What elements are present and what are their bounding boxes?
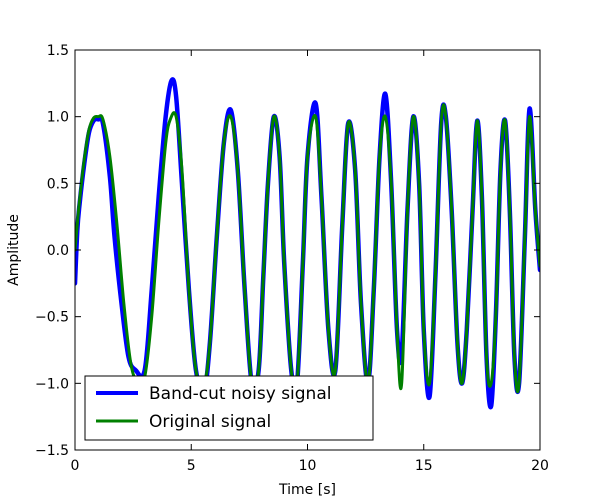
x-tick-label: 5 xyxy=(187,458,196,474)
x-tick-label: 20 xyxy=(531,458,549,474)
series-line-original xyxy=(75,103,540,394)
x-tick-label: 15 xyxy=(415,458,433,474)
y-tick-label: 1.0 xyxy=(47,110,69,126)
legend-label-original: Original signal xyxy=(149,412,271,432)
tick-layer: 0 5 10 15 20 1.5 1.0 0.5 0.0 −0.5 −1.0 −1.5 xyxy=(35,43,549,474)
x-tick-label: 10 xyxy=(299,458,317,474)
x-tick-label: 0 xyxy=(71,458,80,474)
y-tick-label: −0.5 xyxy=(35,310,69,326)
legend-box xyxy=(84,375,374,441)
y-tick-label: 0.5 xyxy=(47,176,69,192)
legend-label-band-cut: Band-cut noisy signal xyxy=(149,384,331,404)
x-axis-label: Time [s] xyxy=(278,482,336,498)
series-layer xyxy=(75,77,540,410)
y-tick-label: 0.0 xyxy=(47,243,69,259)
y-axis-label: Amplitude xyxy=(6,214,22,286)
y-tick-label: 1.5 xyxy=(47,43,69,59)
y-tick-label: −1.5 xyxy=(35,443,69,459)
y-tick-label: −1.0 xyxy=(35,376,69,392)
legend: Band-cut noisy signal Original signal xyxy=(84,375,374,441)
plot-frame xyxy=(74,49,541,451)
